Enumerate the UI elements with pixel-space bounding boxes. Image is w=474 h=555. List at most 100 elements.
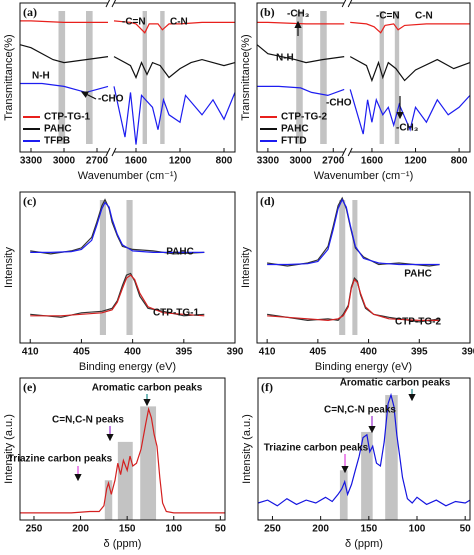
x-tick-label: 1600 (125, 156, 148, 167)
spectrum-line (257, 392, 471, 507)
annotation: -CH₃ (396, 123, 419, 134)
axis-break-mark (111, 0, 117, 8)
x-tick-label: 3000 (289, 156, 312, 167)
y-axis-label: Transmittance(%) (3, 34, 15, 120)
y-axis-label: Intensity (240, 247, 252, 288)
x-tick-label: 150 (360, 524, 377, 535)
highlight-band (339, 470, 348, 520)
x-tick-label: 100 (165, 524, 182, 535)
x-tick-label: 50 (215, 524, 227, 535)
axis-break-gap (344, 149, 351, 155)
highlight-band (126, 200, 133, 335)
y-axis-label: Transmittance(%) (240, 34, 252, 120)
x-axis-label: δ (ppm) (104, 538, 142, 550)
highlight-band (140, 406, 157, 520)
spectrum-line (30, 201, 205, 253)
axis-break-mark (347, 0, 353, 8)
panel-label: (f) (261, 380, 273, 394)
x-tick-label: 1200 (169, 156, 192, 167)
annotation: C-N (170, 17, 188, 28)
axis-break-mark (105, 0, 111, 8)
annotation: Triazine carbon peaks (8, 454, 113, 465)
highlight-band (160, 11, 165, 144)
x-tick-label: 2700 (322, 156, 345, 167)
annotation: Triazine carbon peaks (264, 443, 369, 454)
highlight-band (361, 431, 373, 520)
panel-label: (d) (260, 194, 275, 208)
x-axis-label: Binding energy (eV) (315, 361, 412, 373)
plot-frame (257, 377, 471, 521)
y-axis-label: Intensity (a.u.) (3, 414, 15, 484)
plot-frame (19, 377, 226, 521)
y-axis-label: Intensity (3, 247, 15, 288)
spectrum-line (20, 20, 235, 34)
axis-break-mark (347, 147, 353, 157)
x-tick-label: 3300 (257, 156, 280, 167)
annotation: N-H (32, 71, 50, 82)
highlight-band (394, 11, 400, 144)
spectrum-line (256, 44, 471, 83)
panel-label: (e) (23, 380, 36, 394)
annotation: -CH₃ (287, 9, 310, 20)
highlight-band (86, 11, 93, 144)
x-tick-label: 1200 (404, 156, 427, 167)
axis-break-mark (105, 147, 111, 157)
x-axis-label: Wavenumber (cm⁻¹) (78, 170, 178, 182)
highlight-band (142, 11, 147, 144)
spectrum-line (20, 406, 225, 514)
x-tick-label: 800 (451, 156, 468, 167)
panel: 250 200 150 100 50 δ (ppm) Intensity (a.u.) (e)… (3, 377, 227, 550)
plot-frame (19, 2, 236, 153)
annotation: -CHO (326, 98, 352, 109)
panel-label: (a) (23, 5, 37, 19)
highlight-band (58, 11, 66, 144)
y-axis-label: Intensity (a.u.) (241, 414, 253, 484)
x-tick-label: 150 (119, 524, 136, 535)
x-axis-label: δ (ppm) (345, 538, 383, 550)
x-tick-label: 410 (259, 347, 276, 358)
x-tick-label: 800 (216, 156, 233, 167)
panel: 410 405 400 395 390 Binding energy (eV) Intens… (3, 191, 244, 373)
axis-break-gap (108, 0, 114, 6)
x-tick-label: 3000 (53, 156, 76, 167)
x-tick-label: 50 (460, 524, 472, 535)
spectrum-line (267, 198, 440, 266)
legend-label: FTTD (281, 136, 307, 147)
curve-label: CTP-TG-1 (153, 308, 200, 319)
highlight-band (117, 441, 133, 520)
highlight-band (385, 395, 398, 520)
x-tick-label: 390 (227, 347, 244, 358)
x-axis-label: Binding energy (eV) (79, 361, 176, 373)
highlight-band (296, 11, 303, 144)
annotation: -CHO (98, 94, 124, 105)
annotation: -C=N (122, 17, 146, 28)
axis-break-mark (341, 0, 347, 8)
highlight-band (320, 11, 327, 144)
axis-break-gap (108, 149, 114, 155)
x-tick-label: 200 (312, 524, 329, 535)
legend-label: PAHC (44, 124, 72, 135)
x-tick-label: 400 (360, 347, 377, 358)
annotation: N-H (276, 53, 294, 64)
legend-label: CTP-TG-1 (44, 112, 91, 123)
axis-break-mark (341, 147, 347, 157)
x-tick-label: 395 (411, 347, 428, 358)
plot-frame (19, 191, 236, 344)
panel: 410 405 400 395 390 Binding energy (eV) Intens… (240, 191, 474, 373)
x-tick-label: 100 (409, 524, 426, 535)
axis-break-mark (111, 147, 117, 157)
panel: 250 200 150 100 50 δ (ppm) Intensity (a.u.) (f)… (241, 377, 472, 550)
plot-frame (256, 191, 471, 344)
x-tick-label: 395 (175, 347, 192, 358)
curve-label: PAHC (404, 269, 432, 280)
x-tick-label: 1600 (361, 156, 384, 167)
spectrum-line (20, 82, 236, 145)
x-tick-label: 390 (462, 347, 474, 358)
highlight-band (352, 200, 358, 335)
annotation-arrow (80, 91, 97, 100)
x-axis-label: Wavenumber (cm⁻¹) (314, 170, 414, 182)
x-tick-label: 200 (72, 524, 89, 535)
curve-label: CTP-TG-2 (395, 317, 442, 328)
annotation: Aromatic carbon peaks (340, 378, 451, 389)
